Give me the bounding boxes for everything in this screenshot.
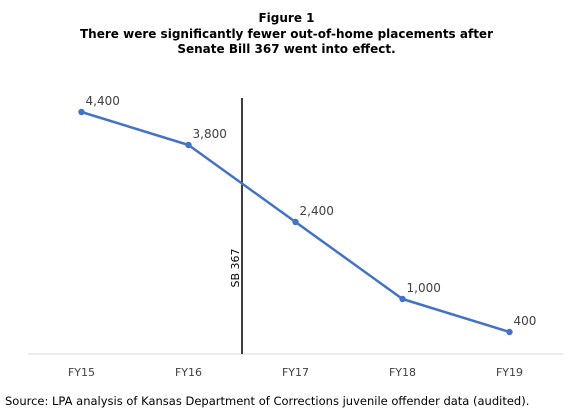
data-point — [506, 328, 513, 336]
data-label: 2,400 — [300, 204, 334, 218]
data-point — [185, 141, 192, 149]
source-note: Source: LPA analysis of Kansas Departmen… — [5, 394, 530, 408]
chart-title: There were significantly fewer out-of-ho… — [80, 27, 493, 56]
x-tick-label: FY15 — [68, 366, 95, 379]
data-label: 4,400 — [86, 94, 120, 108]
sb367-annotation: SB 367 — [229, 248, 242, 287]
x-tick-label: FY17 — [282, 366, 309, 379]
data-point — [399, 295, 406, 303]
x-tick-label: FY19 — [496, 366, 523, 379]
figure-label: Figure 1 — [258, 11, 315, 25]
x-tick-label: FY16 — [175, 366, 202, 379]
data-point — [292, 218, 299, 226]
data-label: 1,000 — [407, 281, 441, 295]
data-label: 3,800 — [193, 127, 227, 141]
x-tick-label: FY18 — [389, 366, 416, 379]
data-label: 400 — [514, 314, 537, 328]
data-point — [78, 108, 85, 116]
